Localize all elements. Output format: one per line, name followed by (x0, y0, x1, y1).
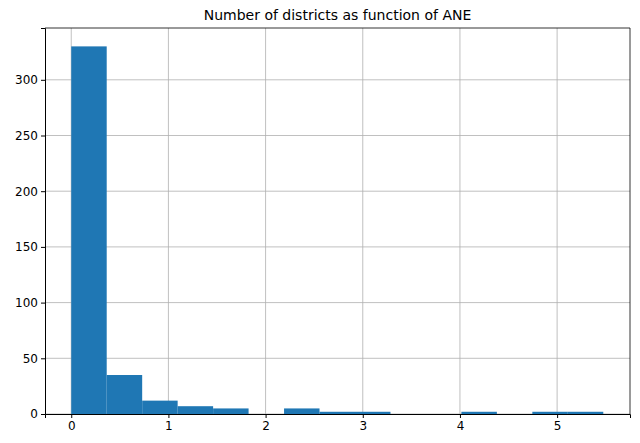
tick-label: 250 (15, 129, 38, 143)
chart: 012345050100150200250300Number of distri… (0, 0, 640, 443)
grid-line-x (362, 28, 363, 414)
tick-mark (41, 414, 45, 415)
tick-mark (460, 414, 461, 418)
tick-label: 2 (262, 419, 270, 433)
plot-area: 012345050100150200250300 (15, 28, 630, 433)
tick-label: 1 (165, 419, 173, 433)
histogram-bar (390, 414, 425, 415)
histogram-bar (320, 412, 355, 414)
tick: 150 (15, 240, 45, 254)
tick-label: 0 (30, 407, 38, 421)
tick-label: 200 (15, 185, 38, 199)
title: Number of districts as function of ANE (204, 7, 472, 23)
tick: 200 (15, 185, 45, 199)
grid-line-y (45, 79, 630, 80)
grid (45, 28, 630, 414)
tick-mark (71, 414, 72, 418)
tick-mark (168, 414, 169, 418)
grid-line-x (168, 28, 169, 414)
tick: 4 (457, 414, 465, 433)
tick: 1 (165, 414, 173, 433)
tick-mark (41, 303, 45, 304)
tick-label: 50 (23, 352, 38, 366)
histogram-bar (532, 412, 567, 414)
tick-label: 3 (359, 419, 367, 433)
histogram-bar (284, 408, 319, 414)
grid-line-x (265, 28, 266, 414)
tick-label: 4 (457, 419, 465, 433)
bars (71, 46, 603, 414)
tick-mark (41, 358, 45, 359)
tick: 250 (15, 129, 45, 143)
histogram-bar (461, 412, 496, 414)
histogram-bar (71, 46, 106, 414)
histogram-bar (497, 414, 532, 415)
axis-line (41, 29, 46, 415)
tick-mark (41, 247, 45, 248)
grid-line-y (45, 191, 630, 192)
tick-label: 100 (15, 296, 38, 310)
grid-line-y (45, 358, 630, 359)
histogram-bar (142, 401, 177, 414)
tick: 50 (23, 352, 45, 366)
histogram-bar (107, 375, 142, 414)
tick-mark (41, 80, 45, 81)
tick-mark (363, 414, 364, 418)
tick: 2 (262, 414, 270, 433)
grid-line-x (557, 28, 558, 414)
tick: 300 (15, 73, 45, 87)
tick-mark (266, 414, 267, 418)
histogram-bar (178, 406, 213, 414)
grid-line-y (45, 302, 630, 303)
frame (45, 28, 630, 29)
tick: 100 (15, 296, 45, 310)
histogram-bar (213, 408, 248, 414)
tick: 5 (554, 414, 562, 433)
tick-mark (557, 414, 558, 418)
tick: 0 (30, 407, 45, 421)
histogram-bar (249, 414, 284, 415)
histogram-bar (568, 412, 603, 414)
tick-label: 5 (554, 419, 562, 433)
histogram-bar (426, 414, 461, 415)
tick: 3 (359, 414, 367, 433)
tick-label: 300 (15, 73, 38, 87)
y-axis: 0 50 100 150 200 250 300 (15, 29, 45, 422)
tick-label: 150 (15, 240, 38, 254)
tick-mark (41, 136, 45, 137)
grid-line-x (459, 28, 460, 414)
grid-line-y (45, 135, 630, 136)
frame (630, 28, 631, 414)
grid-line-y (45, 246, 630, 247)
histogram-bar (355, 412, 390, 414)
tick-label: 0 (68, 419, 76, 433)
tick: 0 (68, 414, 76, 433)
x-axis: 0 1 2 3 4 5 (46, 414, 631, 433)
tick-mark (41, 191, 45, 192)
axis-line (46, 415, 631, 419)
